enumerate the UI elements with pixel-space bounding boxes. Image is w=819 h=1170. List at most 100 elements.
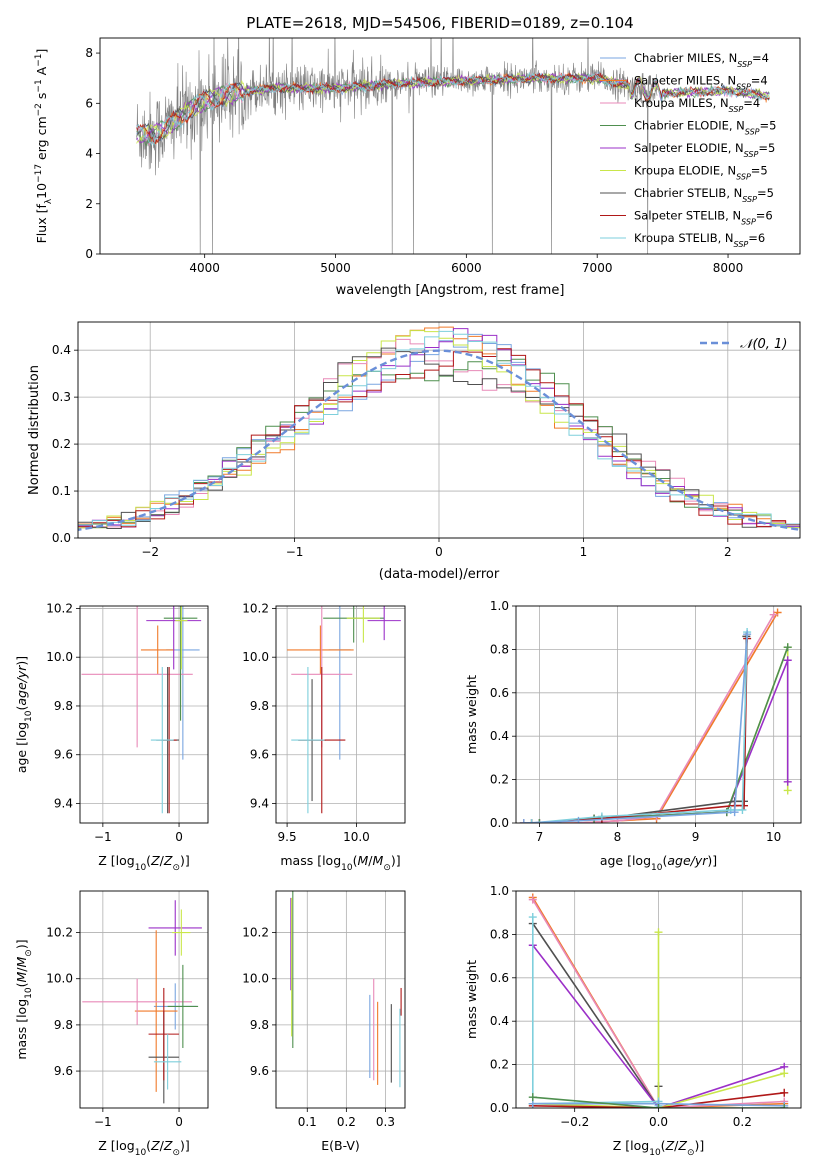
weight-marker-chabrier_elodie xyxy=(528,1093,537,1102)
weight-line-salpeter_elodie xyxy=(539,660,789,823)
weight-marker-chabrier_elodie xyxy=(654,1104,663,1108)
label-part: Z xyxy=(163,1138,173,1153)
x-tick-label: 0.0 xyxy=(649,1115,668,1129)
label-part: −1 xyxy=(34,54,44,67)
label-part: age/yr xyxy=(667,853,708,868)
weight-marker-kroupa_elodie xyxy=(654,928,663,937)
x-axis-label: age [log10(age/yr)] xyxy=(600,853,717,873)
label-part: ⊙ xyxy=(383,863,391,873)
y-tick-label: 0 xyxy=(85,247,93,261)
y-tick-label: 9.4 xyxy=(250,796,269,810)
weight-line-kroupa_stelib xyxy=(531,631,748,823)
y-tick-label: 0.1 xyxy=(52,484,71,498)
y-tick-label: 6 xyxy=(85,96,93,110)
y-tick-label: 0.0 xyxy=(490,816,509,830)
label-part: 10 xyxy=(24,710,34,722)
label-part: Z xyxy=(150,853,160,868)
weight-marker-chabrier_miles xyxy=(574,816,583,823)
weight-marker-kroupa_stelib xyxy=(528,913,537,922)
legend-n: =5 xyxy=(758,141,775,155)
y-tick-label: 4 xyxy=(85,147,93,161)
axes-frame xyxy=(77,321,801,539)
legend-sub: SSP xyxy=(742,195,757,204)
x-tick-label: 0 xyxy=(435,545,443,559)
label-part: Z [log xyxy=(98,853,134,868)
panel-residuals: −2 −1 0 1 2 0.0 0.1 0.2 0.3 0.4 (data-model)/error… xyxy=(27,321,801,582)
panel-mass_vs_Z: −1 09.69.810.010.2Z [log10(Z/Z⊙)]mass [lo… xyxy=(14,890,209,1158)
weight-line-salpeter_elodie xyxy=(532,944,785,1108)
label-part: ( xyxy=(661,1138,666,1153)
x-tick-label: 0 xyxy=(175,1115,183,1129)
label-part: ( xyxy=(14,983,29,988)
weight-line-salpeter_miles xyxy=(523,612,779,823)
label-part: −1 xyxy=(34,79,44,92)
x-axis-label: Z [log10(Z/Z⊙)] xyxy=(98,1138,190,1158)
legend-label: Salpeter ELODIE, NSSP=5 xyxy=(634,141,775,159)
y-tick-label: 9.8 xyxy=(250,699,269,713)
legend-imf-lib: Chabrier ELODIE, N xyxy=(634,119,745,133)
y-tick-label: 10.2 xyxy=(242,601,269,615)
y-tick-label: 0.8 xyxy=(490,927,509,941)
spectrum-data-line xyxy=(136,38,658,254)
legend-n: =4 xyxy=(751,74,768,88)
legend-sub: SSP xyxy=(744,150,759,159)
y-tick-label: 9.6 xyxy=(54,748,73,762)
y-tick-label: 0.2 xyxy=(490,1058,509,1072)
weight-marker-kroupa_miles xyxy=(769,610,778,619)
y-tick-label: 1.0 xyxy=(490,599,509,613)
weight-marker-kroupa_elodie xyxy=(780,1069,789,1078)
legend-imf-lib: Chabrier STELIB, N xyxy=(634,186,742,200)
weight-marker-salpeter_elodie xyxy=(783,656,792,665)
y-tick-label: 2 xyxy=(85,197,93,211)
y-tick-label: 0.0 xyxy=(52,531,71,545)
y-tick-label: 9.8 xyxy=(54,1018,73,1032)
label-part: Z xyxy=(677,1138,687,1153)
plot-area xyxy=(287,606,401,814)
y-axis-label: mass [log10(M/M⊙)] xyxy=(14,939,34,1059)
spectrum-model-kroupa_miles xyxy=(136,72,770,147)
y-tick-label: 9.8 xyxy=(54,699,73,713)
legend-n: =4 xyxy=(743,96,760,110)
weight-line-chabrier_miles xyxy=(523,634,748,823)
label-part: mass [log xyxy=(280,853,341,868)
label-part: M xyxy=(358,853,369,868)
label-part: Z xyxy=(163,853,173,868)
plot-area xyxy=(78,326,800,532)
legend-sub: SSP xyxy=(734,240,749,249)
label-part: λ xyxy=(44,198,54,204)
y-tick-label: 10.0 xyxy=(46,650,73,664)
y-tick-label: 0.0 xyxy=(490,1101,509,1115)
label-part: 10 xyxy=(135,1148,147,1158)
legend-imf-lib: Chabrier MILES, N xyxy=(634,51,737,65)
legend-n: =5 xyxy=(751,164,768,178)
legend-n: =6 xyxy=(748,231,765,245)
label-part: 10 xyxy=(341,863,353,873)
panel-age_vs_Z: −1 09.49.69.810.010.2Z [log10(Z/Z⊙)]age [… xyxy=(14,601,209,873)
label-part: M xyxy=(14,956,29,967)
y-tick-label: 0.3 xyxy=(52,390,71,404)
axes-frame xyxy=(99,37,801,255)
legend-label: Kroupa STELIB, NSSP=6 xyxy=(634,231,765,249)
axes-frame xyxy=(275,890,406,1109)
legend-sub: SSP xyxy=(729,105,744,114)
x-tick-label: 0.2 xyxy=(733,1115,752,1129)
y-tick-label: 0.6 xyxy=(490,686,509,700)
x-tick-label: −0.2 xyxy=(560,1115,589,1129)
label-part: ] xyxy=(34,49,49,54)
label-part: 10 xyxy=(34,183,49,199)
weight-line-kroupa_elodie xyxy=(532,932,785,1108)
legend-n: =5 xyxy=(757,186,774,200)
x-tick-label: 10 xyxy=(766,830,781,844)
legend-label: Kroupa ELODIE, NSSP=5 xyxy=(634,164,768,182)
normal-curve xyxy=(78,349,800,532)
label-part: Z [log xyxy=(613,1138,649,1153)
y-tick-label: 9.6 xyxy=(250,748,269,762)
label-part: 10 xyxy=(651,863,663,873)
x-tick-label: 0.1 xyxy=(298,1115,317,1129)
weight-marker-salpeter_elodie xyxy=(783,777,792,786)
legend-imf-lib: Kroupa MILES, N xyxy=(634,96,729,110)
x-tick-label: 8 xyxy=(614,830,622,844)
